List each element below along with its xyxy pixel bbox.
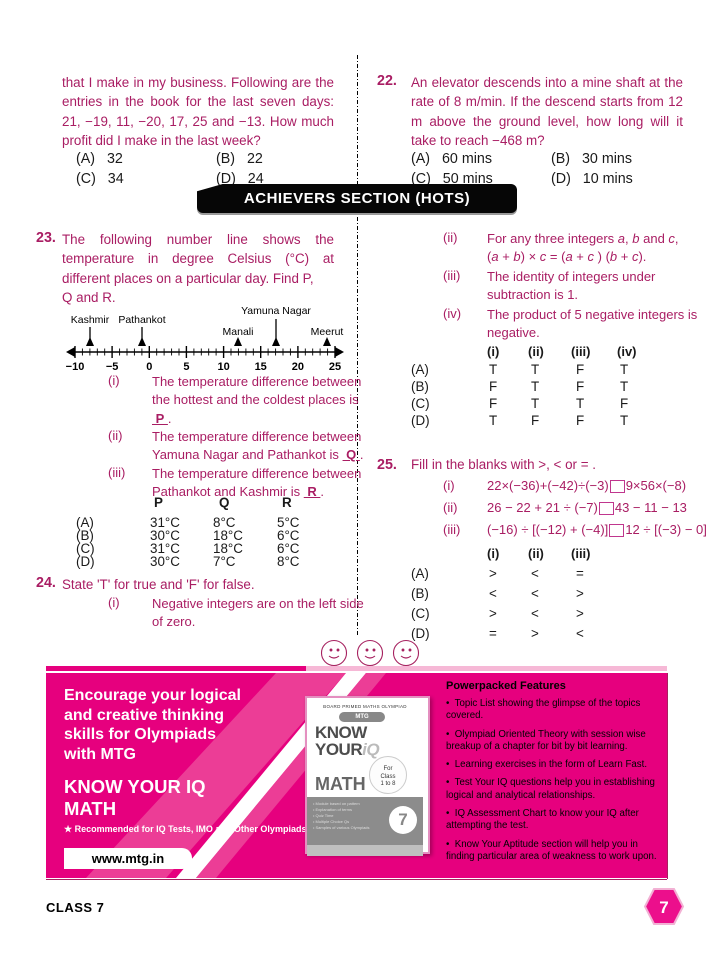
svg-text:25: 25 — [329, 361, 341, 373]
svg-text:15: 15 — [255, 361, 267, 373]
svg-text:−10: −10 — [66, 361, 85, 373]
svg-text:−5: −5 — [106, 361, 119, 373]
svg-text:Pathankot: Pathankot — [118, 314, 165, 326]
svg-text:Kashmir: Kashmir — [71, 314, 110, 326]
svg-text:20: 20 — [292, 361, 304, 373]
svg-text:Manali: Manali — [223, 326, 254, 338]
svg-text:5: 5 — [183, 361, 189, 373]
svg-text:0: 0 — [146, 361, 152, 373]
svg-text:10: 10 — [217, 361, 229, 373]
svg-text:7: 7 — [659, 898, 668, 917]
svg-text:Meerut: Meerut — [311, 326, 344, 338]
svg-text:Yamuna Nagar: Yamuna Nagar — [241, 306, 311, 317]
